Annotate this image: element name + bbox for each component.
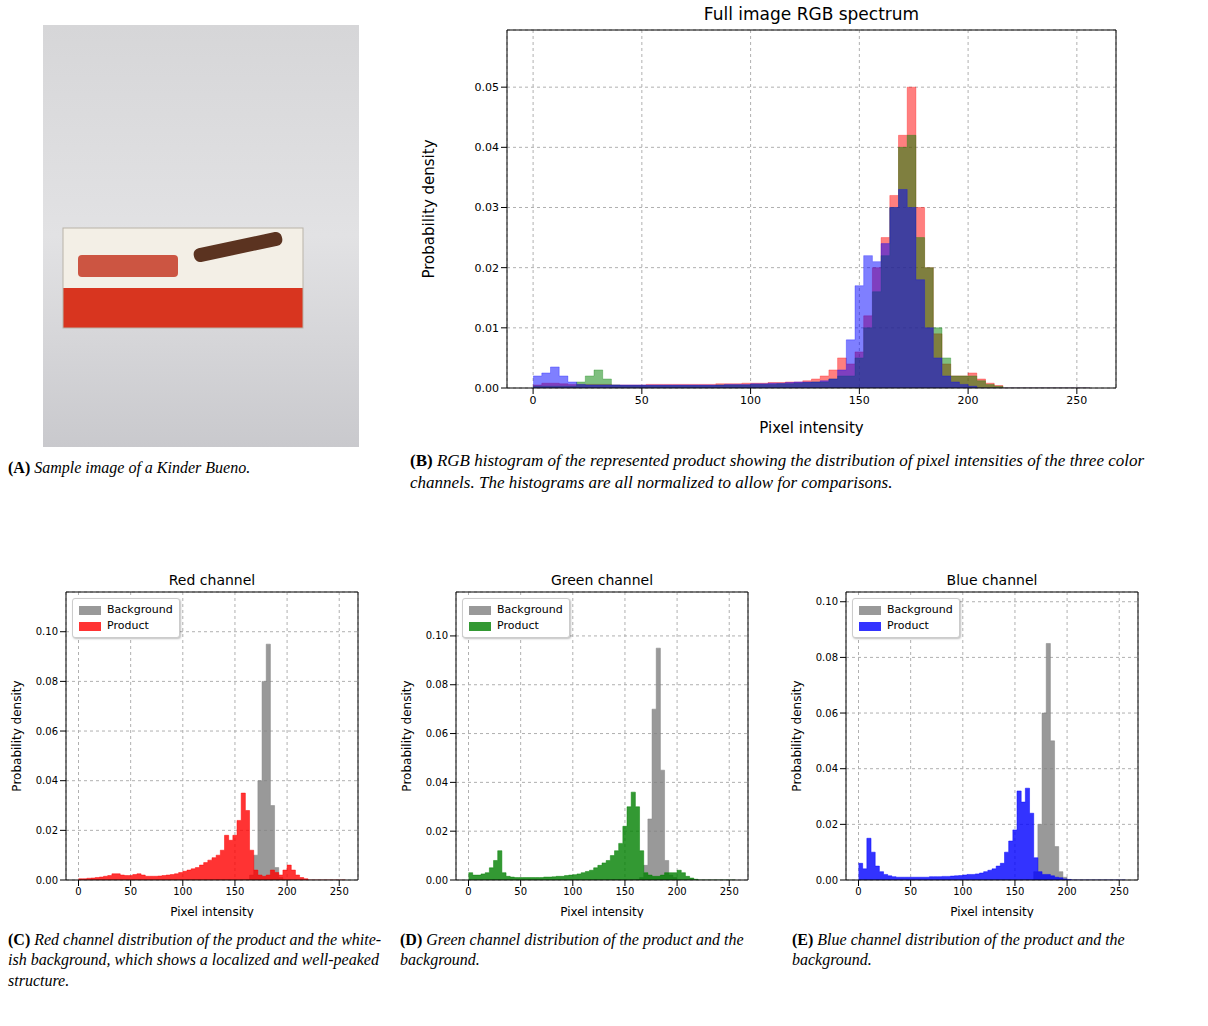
svg-text:0: 0 <box>855 886 861 897</box>
svg-text:0.10: 0.10 <box>36 626 58 637</box>
svg-text:0.06: 0.06 <box>36 726 58 737</box>
svg-text:50: 50 <box>514 886 527 897</box>
svg-text:Pixel intensity: Pixel intensity <box>170 905 254 918</box>
svg-text:Probability density: Probability density <box>790 680 804 791</box>
svg-text:150: 150 <box>615 886 634 897</box>
html-text:Blue channel: Blue channel <box>946 572 1038 588</box>
html-text:(C) Red channel distribution o: (C) Red channel distribution of the prod… <box>8 931 382 989</box>
svg-text:0.00: 0.00 <box>816 875 838 886</box>
svg-text:0.08: 0.08 <box>426 679 448 690</box>
svg-text:Probability density: Probability density <box>420 139 438 278</box>
html-text:(A) Sample image of a Kinder B: (A) Sample image of a Kinder Bueno. <box>8 459 251 476</box>
svg-text:100: 100 <box>563 886 582 897</box>
svg-text:0.10: 0.10 <box>426 630 448 641</box>
svg-text:0.08: 0.08 <box>36 676 58 687</box>
svg-text:100: 100 <box>740 394 761 407</box>
svg-text:0.03: 0.03 <box>475 201 500 214</box>
svg-text:150: 150 <box>1005 886 1024 897</box>
svg-text:50: 50 <box>635 394 649 407</box>
svg-text:250: 250 <box>1110 886 1129 897</box>
svg-text:0: 0 <box>530 394 537 407</box>
svg-text:0.05: 0.05 <box>475 81 500 94</box>
svg-text:0.04: 0.04 <box>36 775 58 786</box>
html-text:Green channel: Green channel <box>550 572 654 588</box>
html-text:(D) Green channel distribution: (D) Green channel distribution of the pr… <box>400 931 744 969</box>
html-text:Product: Product <box>887 619 929 632</box>
svg-text:0.00: 0.00 <box>36 875 58 886</box>
svg-text:0.06: 0.06 <box>816 708 838 719</box>
svg-text:200: 200 <box>1058 886 1077 897</box>
svg-text:Pixel intensity: Pixel intensity <box>759 419 864 437</box>
svg-text:0: 0 <box>465 886 471 897</box>
svg-text:250: 250 <box>330 886 349 897</box>
svg-text:Pixel intensity: Pixel intensity <box>950 905 1034 918</box>
svg-text:Pixel intensity: Pixel intensity <box>560 905 644 918</box>
html-text:Product: Product <box>497 619 539 632</box>
svg-text:250: 250 <box>1066 394 1087 407</box>
html-text:(B) RGB histogram of the repre: (B) RGB histogram of the represented pro… <box>410 451 1145 492</box>
html-text:Full image RGB spectrum: Full image RGB spectrum <box>703 4 920 24</box>
html-text:Red channel: Red channel <box>168 572 256 588</box>
svg-text:200: 200 <box>278 886 297 897</box>
html-text:Product: Product <box>107 619 149 632</box>
svg-text:50: 50 <box>904 886 917 897</box>
svg-text:0.02: 0.02 <box>816 819 838 830</box>
html-text:Background: Background <box>887 603 953 616</box>
svg-text:200: 200 <box>958 394 979 407</box>
svg-text:50: 50 <box>124 886 137 897</box>
svg-text:Probability density: Probability density <box>400 680 414 791</box>
svg-text:0.10: 0.10 <box>816 596 838 607</box>
svg-text:0: 0 <box>75 886 81 897</box>
svg-text:100: 100 <box>173 886 192 897</box>
svg-text:0.04: 0.04 <box>475 141 500 154</box>
svg-text:0.04: 0.04 <box>426 777 448 788</box>
svg-text:0.08: 0.08 <box>816 652 838 663</box>
svg-text:0.02: 0.02 <box>475 262 500 275</box>
svg-text:0.00: 0.00 <box>475 382 500 395</box>
svg-text:0.04: 0.04 <box>816 763 838 774</box>
svg-text:200: 200 <box>668 886 687 897</box>
svg-text:0.02: 0.02 <box>36 825 58 836</box>
svg-text:0.02: 0.02 <box>426 826 448 837</box>
svg-text:250: 250 <box>720 886 739 897</box>
html-text:(E) Blue channel distribution: (E) Blue channel distribution of the pro… <box>792 931 1125 969</box>
svg-text:150: 150 <box>225 886 244 897</box>
svg-text:100: 100 <box>953 886 972 897</box>
html-text:Background: Background <box>107 603 173 616</box>
svg-text:0.06: 0.06 <box>426 728 448 739</box>
svg-text:150: 150 <box>849 394 870 407</box>
html-text:Background: Background <box>497 603 563 616</box>
svg-text:0.00: 0.00 <box>426 875 448 886</box>
svg-text:Probability density: Probability density <box>10 680 24 791</box>
svg-text:0.01: 0.01 <box>475 322 500 335</box>
